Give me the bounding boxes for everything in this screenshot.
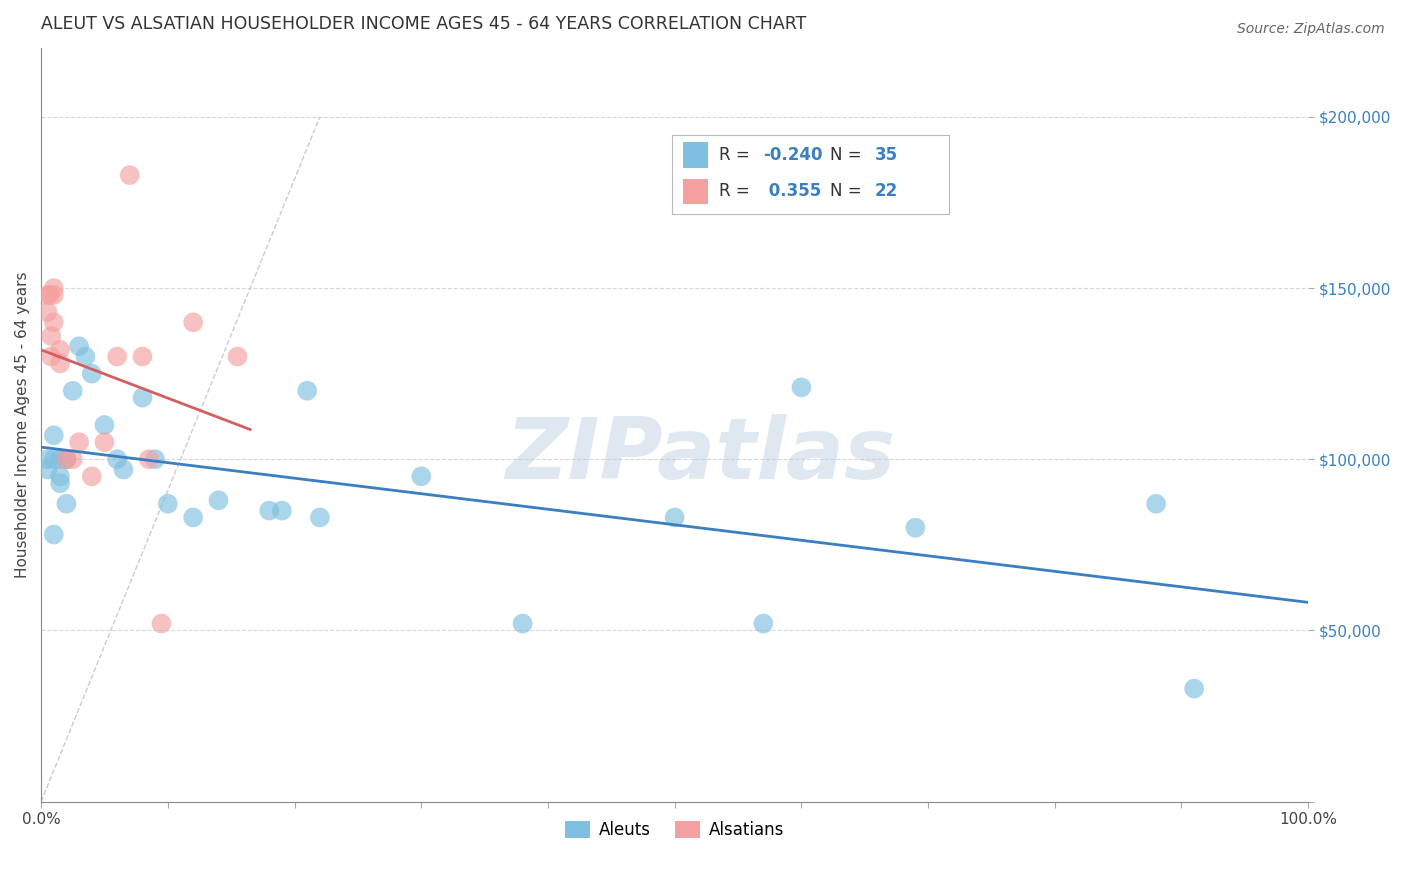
Point [37,305,59,319]
Text: ALEUT VS ALSATIAN HOUSEHOLDER INCOME AGES 45 - 64 YEARS CORRELATION CHART: ALEUT VS ALSATIAN HOUSEHOLDER INCOME AGE… [41,15,807,33]
Point [39,350,62,364]
Point [67,435,90,450]
Text: N =: N = [830,146,866,164]
Point [62,384,84,398]
Text: ZIPatlas: ZIPatlas [505,414,896,497]
Point [512,616,534,631]
Point [207,493,229,508]
Point [309,510,332,524]
Point [75,350,97,364]
Point [49,476,72,491]
Point [150,616,173,631]
Point [62,452,84,467]
Text: 22: 22 [875,182,897,201]
Point [42,281,65,295]
Point [118,168,141,182]
Point [904,521,927,535]
Point [55,452,77,467]
Y-axis label: Householder Income Ages 45 - 64 years: Householder Income Ages 45 - 64 years [15,272,30,578]
Point [55,452,77,467]
Point [37,462,59,476]
Point [37,288,59,302]
Point [181,510,204,524]
Point [80,367,103,381]
Point [93,417,115,432]
Point [112,462,135,476]
Bar [683,178,707,204]
Point [39,329,62,343]
Point [49,356,72,370]
Point [143,452,166,467]
Point [1182,681,1205,696]
Text: 35: 35 [875,146,897,164]
Point [181,315,204,329]
Point [49,452,72,467]
Point [257,503,280,517]
Point [80,469,103,483]
Point [55,497,77,511]
Point [42,315,65,329]
Point [295,384,318,398]
Bar [683,143,707,168]
Point [156,497,179,511]
Point [93,435,115,450]
Point [49,469,72,483]
Point [37,452,59,467]
Text: R =: R = [718,146,755,164]
Point [105,350,128,364]
Point [411,469,433,483]
Point [131,391,153,405]
Point [226,350,249,364]
Text: -0.240: -0.240 [763,146,823,164]
Point [42,288,65,302]
Text: R =: R = [718,182,755,201]
Point [270,503,292,517]
Point [138,452,160,467]
Point [131,350,153,364]
Point [42,452,65,467]
Point [39,288,62,302]
Point [1144,497,1167,511]
Text: N =: N = [830,182,866,201]
Text: 0.355: 0.355 [763,182,821,201]
Point [42,428,65,442]
Legend: Aleuts, Alsatians: Aleuts, Alsatians [558,814,790,846]
Point [42,527,65,541]
Text: Source: ZipAtlas.com: Source: ZipAtlas.com [1237,22,1385,37]
Point [664,510,686,524]
Point [105,452,128,467]
Point [55,452,77,467]
Point [790,380,813,394]
Point [752,616,775,631]
Point [67,339,90,353]
Point [49,343,72,357]
